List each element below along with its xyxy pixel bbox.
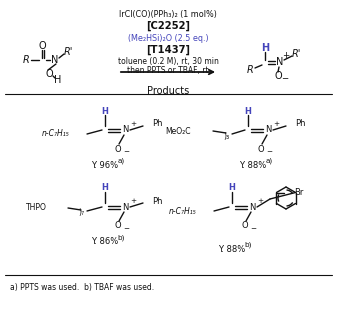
Text: N: N: [249, 203, 255, 211]
Text: Br: Br: [295, 188, 304, 197]
Text: )₇: )₇: [78, 209, 84, 217]
Text: H: H: [101, 184, 109, 192]
Text: a): a): [266, 158, 273, 164]
Text: H: H: [261, 43, 269, 53]
Text: O: O: [115, 145, 121, 153]
Text: H: H: [54, 75, 62, 85]
Text: then PPTS or TBAF, rt: then PPTS or TBAF, rt: [127, 66, 209, 75]
Text: H: H: [101, 106, 109, 116]
Text: MeO₂C: MeO₂C: [165, 127, 191, 135]
Text: N: N: [51, 55, 59, 65]
Text: a): a): [117, 158, 125, 164]
Text: [C2252]: [C2252]: [146, 21, 190, 31]
Text: +: +: [130, 198, 136, 204]
Text: O: O: [258, 145, 264, 153]
Text: N: N: [265, 125, 271, 135]
Text: N: N: [276, 57, 284, 67]
Text: +: +: [273, 121, 279, 127]
Text: O: O: [274, 71, 282, 81]
Text: Y. 86%: Y. 86%: [91, 238, 119, 247]
Text: N: N: [122, 203, 128, 211]
Text: n-C₇H₁₅: n-C₇H₁₅: [168, 207, 196, 215]
Text: −: −: [250, 226, 256, 232]
Text: −: −: [123, 149, 129, 155]
Text: O: O: [242, 221, 248, 231]
Text: O: O: [115, 221, 121, 231]
Text: +: +: [257, 198, 263, 204]
Text: toluene (0.2 M), rt, 30 min: toluene (0.2 M), rt, 30 min: [118, 57, 218, 66]
Text: R': R': [63, 47, 73, 57]
Text: Ph: Ph: [152, 119, 162, 129]
Text: b): b): [244, 242, 252, 248]
Text: +: +: [130, 121, 136, 127]
Text: R': R': [291, 49, 301, 59]
Text: [T1437]: [T1437]: [146, 45, 190, 55]
Text: +: +: [282, 50, 289, 60]
Text: −: −: [281, 73, 288, 83]
Text: a) PPTS was used.  b) TBAF was used.: a) PPTS was used. b) TBAF was used.: [10, 283, 154, 292]
Text: b): b): [117, 235, 125, 241]
Text: IrCl(CO)(PPh₃)₂ (1 mol%): IrCl(CO)(PPh₃)₂ (1 mol%): [119, 10, 217, 19]
Text: −: −: [266, 149, 272, 155]
Text: Y. 88%: Y. 88%: [239, 161, 267, 169]
Text: H: H: [245, 106, 251, 116]
Text: O: O: [45, 69, 53, 79]
Text: R: R: [23, 55, 29, 65]
Text: H: H: [228, 184, 236, 192]
Text: THPO: THPO: [26, 203, 47, 213]
Text: Products: Products: [147, 86, 189, 96]
Text: Y. 88%: Y. 88%: [218, 244, 246, 254]
Text: −: −: [123, 226, 129, 232]
Text: Ph: Ph: [152, 197, 162, 205]
Text: O: O: [38, 41, 46, 51]
Text: n-C₇H₁₅: n-C₇H₁₅: [41, 129, 69, 139]
Text: )₃: )₃: [223, 131, 229, 140]
Text: N: N: [122, 125, 128, 135]
Text: (Me₂HSi)₂O (2.5 eq.): (Me₂HSi)₂O (2.5 eq.): [128, 34, 208, 43]
Text: Ph: Ph: [295, 119, 306, 129]
Text: R: R: [247, 65, 253, 75]
Text: Y. 96%: Y. 96%: [91, 161, 119, 169]
